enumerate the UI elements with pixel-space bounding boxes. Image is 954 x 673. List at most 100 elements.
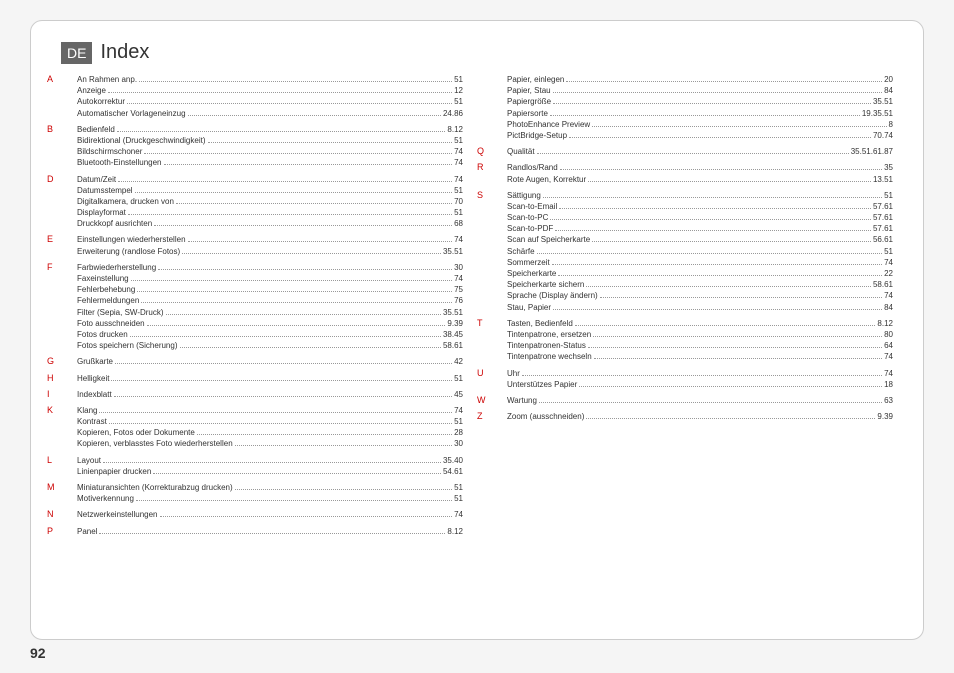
index-entry: Bidirektional (Druckgeschwindigkeit)51 — [77, 135, 463, 146]
page-title: Index — [100, 41, 149, 64]
index-section: UUhr74Unterstützes Papier18 — [491, 368, 893, 390]
entry-label: Sättigung — [507, 190, 541, 201]
entry-label: Qualität — [507, 146, 535, 157]
entry-page: 9.39 — [877, 411, 893, 422]
dot-leader — [550, 115, 860, 116]
dot-leader — [188, 241, 453, 242]
dot-leader — [108, 92, 452, 93]
entry-label: Speicherkarte — [507, 268, 556, 279]
dot-leader — [147, 325, 446, 326]
index-section: LLayout35.40Linienpapier drucken54.61 — [61, 455, 463, 477]
index-entries: Qualität35.51.61.87 — [507, 146, 893, 157]
entry-page: 30 — [454, 262, 463, 273]
index-entry: Helligkeit51 — [77, 373, 463, 384]
dot-leader — [118, 181, 452, 182]
entry-label: An Rahmen anp. — [77, 74, 137, 85]
index-entry: Einstellungen wiederherstellen74 — [77, 234, 463, 245]
index-entry: Kopieren, verblasstes Foto wiederherstel… — [77, 438, 463, 449]
index-letter: Z — [477, 411, 483, 421]
index-section: NNetzwerkeinstellungen74 — [61, 509, 463, 520]
entry-page: 8.12 — [447, 526, 463, 537]
dot-leader — [553, 103, 871, 104]
index-entry: Farbwiederherstellung 30 — [77, 262, 463, 273]
entry-page: 51 — [454, 135, 463, 146]
entry-page: 74 — [454, 509, 463, 520]
entry-label: Foto ausschneiden — [77, 318, 145, 329]
index-entry: Fotos drucken38.45 — [77, 329, 463, 340]
dot-leader — [188, 115, 441, 116]
index-section: WWartung63 — [491, 395, 893, 406]
index-entries: Netzwerkeinstellungen74 — [77, 509, 463, 520]
dot-leader — [114, 396, 452, 397]
index-letter: Q — [477, 146, 484, 156]
dot-leader — [127, 103, 452, 104]
index-entry: Qualität35.51.61.87 — [507, 146, 893, 157]
index-entries: Tasten, Bedienfeld8.12Tintenpatrone, ers… — [507, 318, 893, 363]
index-entry: Zoom (ausschneiden)9.39 — [507, 411, 893, 422]
dot-leader — [586, 286, 871, 287]
entry-page: 9.39 — [447, 318, 463, 329]
index-entry: Filter (Sepia, SW-Druck)35.51 — [77, 307, 463, 318]
entry-label: Farbwiederherstellung — [77, 262, 156, 273]
entry-label: Druckkopf ausrichten — [77, 218, 152, 229]
dot-leader — [99, 533, 445, 534]
dot-leader — [575, 325, 876, 326]
entry-page: 74 — [454, 273, 463, 284]
index-entry: Wartung63 — [507, 395, 893, 406]
entry-label: Bedienfeld — [77, 124, 115, 135]
entry-page: 56.61 — [873, 234, 893, 245]
entry-page: 8.12 — [877, 318, 893, 329]
entry-page: 51 — [884, 246, 893, 257]
index-letter: L — [47, 455, 52, 465]
index-entry: Rote Augen, Korrektur13.51 — [507, 174, 893, 185]
dot-leader — [154, 225, 452, 226]
index-entries: Indexblatt45 — [77, 389, 463, 400]
entry-label: Stau, Papier — [507, 302, 551, 313]
index-section: TTasten, Bedienfeld8.12Tintenpatrone, er… — [491, 318, 893, 363]
index-letter: P — [47, 526, 53, 536]
entry-label: Papier, Stau — [507, 85, 551, 96]
dot-leader — [144, 153, 452, 154]
entry-label: Anzeige — [77, 85, 106, 96]
entry-page: 51 — [454, 373, 463, 384]
dot-leader — [537, 253, 883, 254]
dot-leader — [117, 131, 446, 132]
dot-leader — [99, 412, 452, 413]
index-entry: Fehlermeldungen76 — [77, 295, 463, 306]
entry-page: 74 — [454, 405, 463, 416]
index-entry: Klang74 — [77, 405, 463, 416]
dot-leader — [553, 92, 883, 93]
dot-leader — [141, 302, 452, 303]
entry-label: PhotoEnhance Preview — [507, 119, 590, 130]
index-entries: Datum/Zeit74Datumsstempel51Digitalkamera… — [77, 174, 463, 230]
index-entry: Schärfe51 — [507, 246, 893, 257]
entry-label: Fehlerbehebung — [77, 284, 135, 295]
entry-page: 22 — [884, 268, 893, 279]
index-entry: Kontrast51 — [77, 416, 463, 427]
entry-page: 74 — [454, 157, 463, 168]
index-entries: Klang74Kontrast51Kopieren, Fotos oder Do… — [77, 405, 463, 450]
index-entry: Papiergröße35.51 — [507, 96, 893, 107]
entry-label: Kopieren, Fotos oder Dokumente — [77, 427, 195, 438]
index-entry: Grußkarte42 — [77, 356, 463, 367]
index-entry: Automatischer Vorlageneinzug24.86 — [77, 108, 463, 119]
entry-label: PictBridge-Setup — [507, 130, 567, 141]
index-entry: Fehlerbehebung75 — [77, 284, 463, 295]
entry-page: 54.61 — [443, 466, 463, 477]
index-entry: Sommerzeit74 — [507, 257, 893, 268]
dot-leader — [553, 309, 882, 310]
dot-leader — [136, 500, 452, 501]
index-letter: G — [47, 356, 54, 366]
index-entries: Bedienfeld8.12Bidirektional (Druckgeschw… — [77, 124, 463, 169]
entry-page: 12 — [454, 85, 463, 96]
entry-page: 8 — [889, 119, 893, 130]
index-entry: Kopieren, Fotos oder Dokumente28 — [77, 427, 463, 438]
index-entry: Anzeige 12 — [77, 85, 463, 96]
dot-leader — [166, 314, 441, 315]
dot-leader — [560, 169, 882, 170]
dot-leader — [555, 230, 871, 231]
index-entries: An Rahmen anp.51Anzeige12Autokorrektur51… — [77, 74, 463, 119]
dot-leader — [111, 380, 452, 381]
page-frame: DE Index AAn Rahmen anp.51Anzeige12Autok… — [30, 20, 924, 640]
index-entry: Bluetooth-Einstellungen74 — [77, 157, 463, 168]
